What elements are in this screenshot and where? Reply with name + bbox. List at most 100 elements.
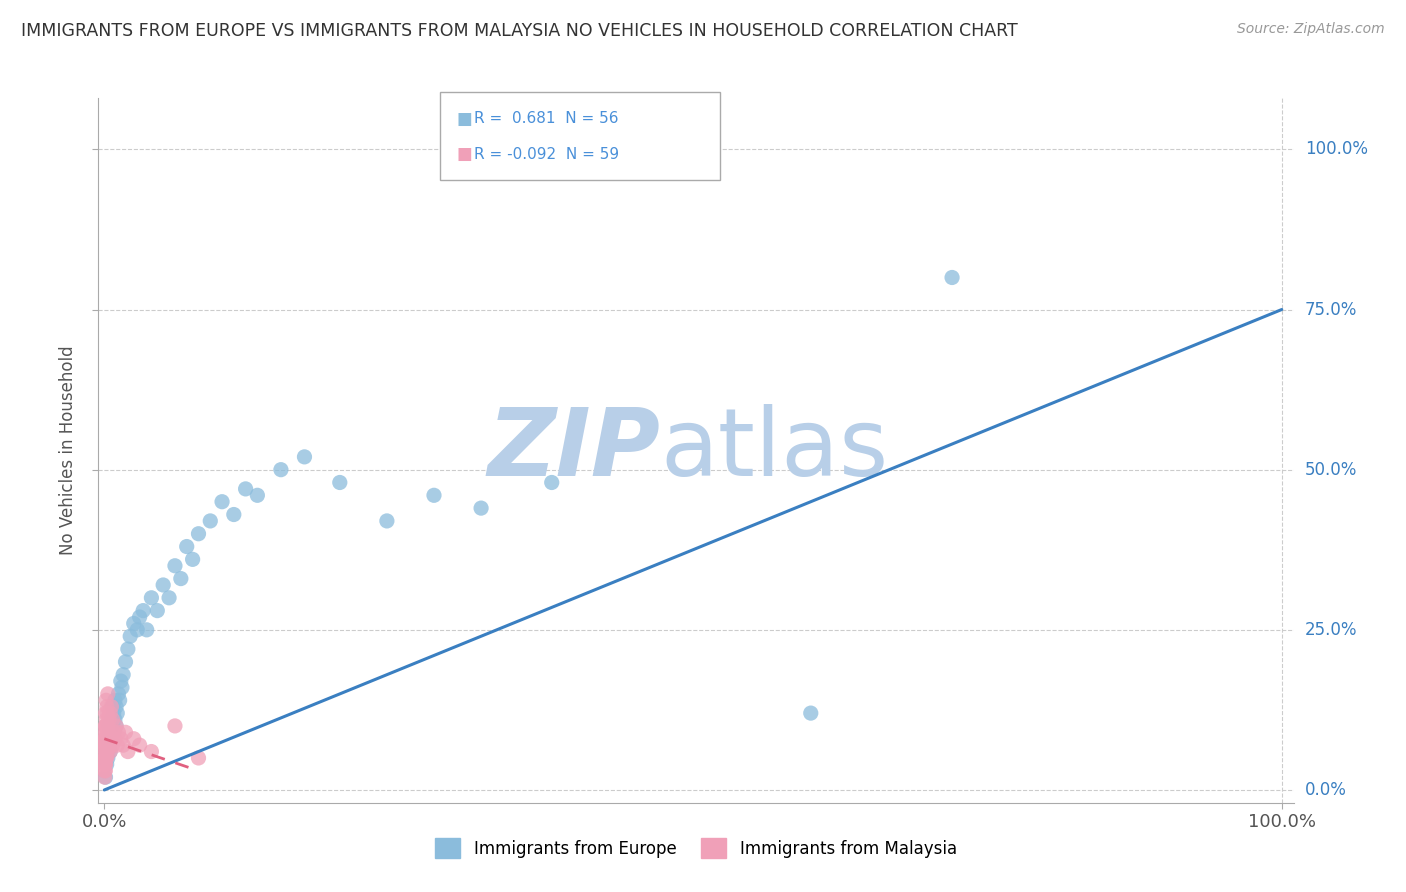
Point — [270, 463, 292, 477]
Point — [96, 738, 118, 752]
Point — [200, 514, 222, 528]
Point — [176, 540, 198, 554]
Point — [101, 713, 124, 727]
Point — [93, 738, 115, 752]
Point — [94, 751, 117, 765]
Point — [235, 482, 257, 496]
Point — [98, 719, 121, 733]
Point — [187, 751, 209, 765]
Point — [540, 475, 562, 490]
Point — [94, 751, 117, 765]
Point — [94, 725, 117, 739]
Point — [94, 719, 117, 733]
Point — [941, 270, 963, 285]
Point — [94, 745, 117, 759]
Point — [94, 693, 117, 707]
Point — [105, 719, 128, 733]
Point — [104, 713, 127, 727]
Point — [157, 591, 180, 605]
Point — [96, 719, 118, 733]
Point — [105, 738, 128, 752]
Text: R =  0.681  N = 56: R = 0.681 N = 56 — [474, 112, 619, 126]
Point — [97, 751, 120, 765]
Point — [94, 731, 117, 746]
Point — [97, 745, 120, 759]
Point — [105, 719, 128, 733]
Point — [94, 706, 117, 720]
Point — [94, 738, 117, 752]
Point — [97, 731, 120, 746]
Point — [329, 475, 352, 490]
Point — [163, 719, 186, 733]
Point — [101, 699, 124, 714]
Point — [110, 674, 132, 689]
Point — [94, 751, 117, 765]
Point — [128, 738, 150, 752]
Point — [94, 764, 117, 778]
Point — [96, 706, 118, 720]
Point — [96, 751, 118, 765]
Point — [470, 501, 492, 516]
Point — [101, 738, 124, 752]
Text: 75.0%: 75.0% — [1305, 301, 1357, 318]
Point — [111, 681, 134, 695]
Legend: Immigrants from Europe, Immigrants from Malaysia: Immigrants from Europe, Immigrants from … — [429, 831, 963, 865]
Point — [96, 731, 118, 746]
Point — [120, 629, 142, 643]
Text: 50.0%: 50.0% — [1305, 460, 1357, 479]
Point — [146, 604, 169, 618]
Point — [122, 731, 145, 746]
Point — [94, 745, 117, 759]
Point — [114, 725, 136, 739]
Point — [94, 757, 117, 772]
Point — [97, 719, 120, 733]
Point — [98, 706, 121, 720]
Point — [104, 693, 127, 707]
Point — [222, 508, 245, 522]
Text: 25.0%: 25.0% — [1305, 621, 1357, 639]
Point — [93, 757, 115, 772]
Point — [96, 757, 118, 772]
Point — [98, 713, 121, 727]
Point — [98, 745, 121, 759]
Point — [103, 706, 125, 720]
Point — [112, 738, 135, 752]
Point — [97, 687, 120, 701]
Point — [96, 738, 118, 752]
Point — [96, 713, 118, 727]
Point — [181, 552, 204, 566]
Point — [98, 731, 121, 746]
Point — [94, 764, 117, 778]
Point — [98, 725, 121, 739]
Point — [375, 514, 398, 528]
Point — [246, 488, 269, 502]
Point — [117, 745, 139, 759]
Text: ■: ■ — [457, 145, 472, 163]
Point — [152, 578, 174, 592]
Point — [132, 604, 155, 618]
Point — [94, 719, 117, 733]
Point — [100, 699, 122, 714]
Point — [127, 623, 149, 637]
Point — [104, 731, 127, 746]
Y-axis label: No Vehicles in Household: No Vehicles in Household — [59, 345, 77, 556]
Text: ZIP: ZIP — [488, 404, 661, 497]
Point — [141, 745, 163, 759]
Point — [211, 494, 233, 508]
Point — [96, 745, 118, 759]
Point — [170, 572, 193, 586]
Point — [94, 738, 117, 752]
Point — [105, 699, 128, 714]
Point — [112, 667, 135, 681]
Point — [94, 757, 117, 772]
Point — [108, 693, 131, 707]
Point — [98, 745, 121, 759]
Point — [163, 558, 186, 573]
Point — [141, 591, 163, 605]
Point — [94, 731, 117, 746]
Text: 100.0%: 100.0% — [1305, 140, 1368, 159]
Point — [101, 719, 124, 733]
Point — [94, 725, 117, 739]
Point — [103, 725, 125, 739]
Point — [103, 725, 125, 739]
